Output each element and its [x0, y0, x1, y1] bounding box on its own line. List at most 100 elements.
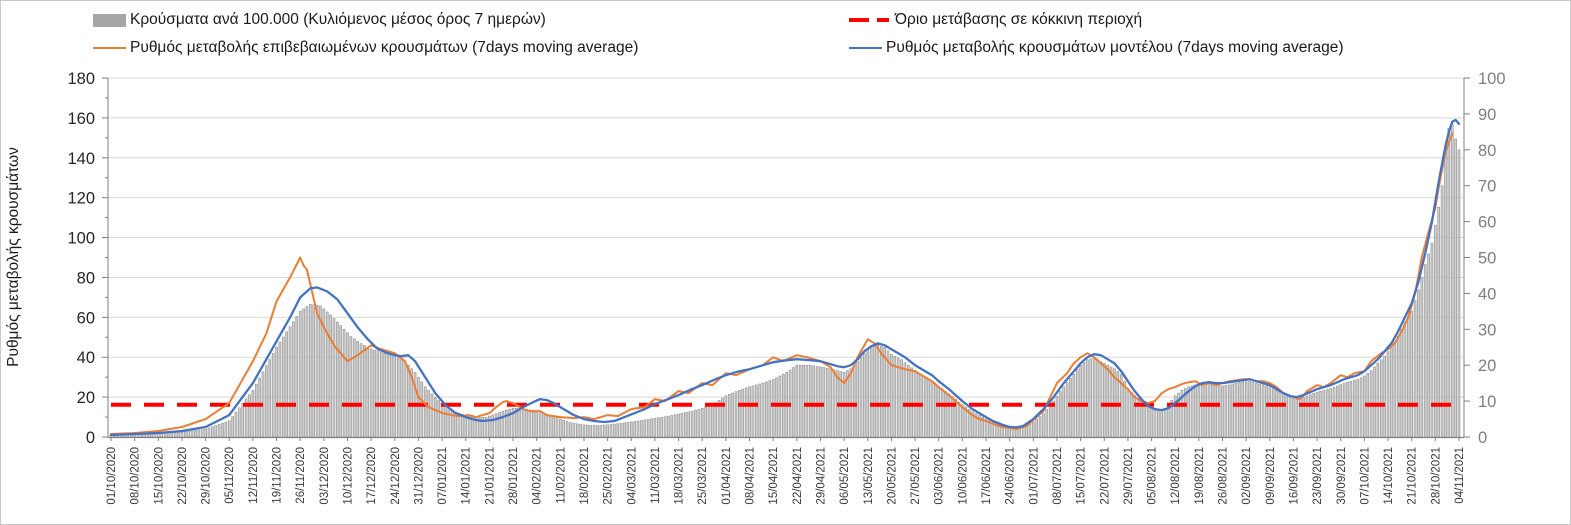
- bar: [930, 381, 934, 438]
- x-axis-date-label: 27/05/2021: [910, 447, 922, 505]
- x-axis-date-label: 19/08/2021: [1194, 447, 1206, 505]
- bar: [626, 422, 630, 438]
- x-axis-date-label: 17/12/2020: [366, 447, 378, 505]
- x-axis-date-label: 08/07/2021: [1052, 447, 1064, 505]
- bar: [288, 326, 292, 438]
- bar: [1211, 383, 1214, 438]
- bar: [545, 413, 549, 438]
- bar: [1373, 366, 1376, 438]
- bar: [1187, 386, 1191, 438]
- bar: [396, 357, 400, 438]
- bar: [707, 405, 711, 438]
- bar: [1396, 336, 1400, 438]
- bar: [592, 425, 596, 438]
- bar: [204, 428, 207, 438]
- bar: [677, 413, 680, 438]
- bar: [1048, 404, 1052, 438]
- bar: [349, 336, 353, 438]
- bar: [1339, 384, 1343, 438]
- bar: [1021, 426, 1025, 438]
- bar: [504, 409, 508, 438]
- x-axis-date-label: 05/08/2021: [1147, 447, 1159, 505]
- bar: [535, 410, 538, 438]
- bar: [1238, 382, 1241, 438]
- bar: [292, 321, 295, 438]
- bar: [1129, 391, 1133, 438]
- x-axis-date-label: 06/05/2021: [839, 447, 851, 505]
- x-axis-date-label: 24/06/2021: [1005, 447, 1017, 505]
- bar: [200, 429, 204, 438]
- bar: [538, 411, 542, 438]
- bar: [221, 422, 224, 438]
- bar: [896, 357, 900, 438]
- bar: [1109, 366, 1113, 438]
- bar: [700, 407, 704, 438]
- bar: [1288, 397, 1292, 438]
- bar: [825, 367, 829, 438]
- bar: [1352, 380, 1356, 438]
- bar: [1221, 385, 1224, 438]
- confirmed-rate-line: [110, 132, 1454, 435]
- bar: [1086, 359, 1089, 438]
- x-axis-date-label: 22/07/2021: [1099, 447, 1111, 505]
- right-axis-tick-label: 50: [1478, 250, 1496, 268]
- bar: [461, 413, 464, 438]
- bar: [140, 434, 143, 438]
- bar: [1342, 382, 1346, 438]
- bar: [1393, 341, 1397, 438]
- bar: [278, 341, 282, 438]
- bar: [342, 328, 346, 438]
- bar: [812, 365, 816, 438]
- bar: [690, 410, 694, 438]
- bar: [1126, 388, 1130, 438]
- bar: [623, 422, 626, 438]
- bar: [1069, 378, 1072, 438]
- bar: [190, 430, 194, 438]
- bar: [802, 364, 805, 438]
- bar: [406, 364, 410, 438]
- bar: [673, 414, 677, 438]
- bar: [829, 368, 832, 438]
- bar: [879, 346, 883, 438]
- bar: [1089, 358, 1093, 438]
- x-axis-date-label: 29/10/2020: [201, 447, 213, 505]
- bar-swatch-icon: [93, 13, 126, 27]
- bar: [234, 411, 238, 438]
- bar: [873, 346, 876, 438]
- bar: [498, 412, 501, 438]
- bar: [275, 346, 278, 438]
- bar: [1309, 394, 1312, 438]
- bar: [643, 419, 647, 438]
- bar: [1123, 381, 1126, 438]
- bar: [1315, 391, 1319, 438]
- bar: [653, 418, 657, 438]
- bar: [687, 411, 691, 438]
- bar: [1403, 321, 1407, 438]
- right-axis-tick-label: 0: [1478, 429, 1487, 447]
- left-axis-title: Ρυθμός μεταβολής κρουσμάτων: [5, 147, 22, 367]
- x-axis-date-label: 25/02/2021: [603, 447, 615, 505]
- bar: [258, 377, 261, 438]
- x-axis-date-label: 30/09/2021: [1336, 447, 1348, 505]
- bar: [890, 354, 893, 438]
- bar: [1430, 242, 1434, 438]
- bar: [329, 314, 332, 438]
- bar: [606, 424, 609, 438]
- bar: [927, 379, 930, 438]
- bar: [501, 410, 505, 438]
- bar: [1160, 411, 1163, 438]
- dashed-line-swatch-icon: [849, 17, 889, 23]
- bar: [1271, 388, 1275, 438]
- bar: [1214, 384, 1218, 438]
- bar: [636, 420, 640, 438]
- x-axis-date-label: 23/09/2021: [1312, 447, 1324, 505]
- x-axis-date-label: 31/12/2020: [413, 447, 425, 505]
- bar: [1062, 386, 1066, 438]
- bar: [224, 421, 228, 438]
- bar: [633, 421, 636, 438]
- bar: [751, 385, 755, 438]
- bar: [1224, 385, 1228, 438]
- bar: [315, 305, 319, 438]
- bar: [562, 419, 566, 438]
- bar: [744, 387, 748, 438]
